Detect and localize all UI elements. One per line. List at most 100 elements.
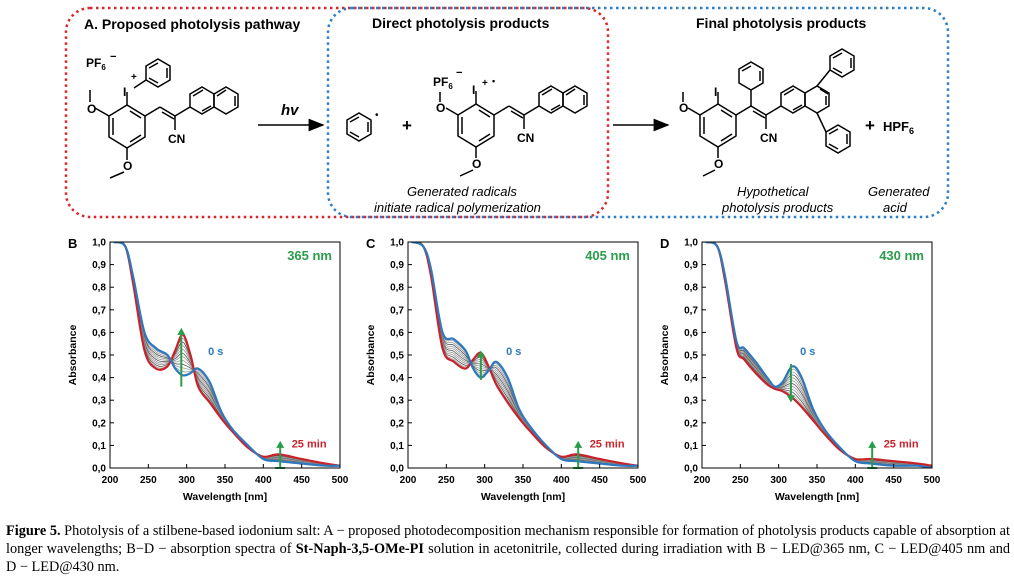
blue-dotted-box bbox=[326, 6, 950, 219]
change-arrow-head bbox=[476, 350, 485, 358]
plus-sign-2: + bbox=[865, 116, 875, 135]
y-tick-label: 0,1 bbox=[92, 441, 106, 452]
x-tick-label: 400 bbox=[847, 475, 864, 486]
methoxy-o-bottom-2: O bbox=[472, 157, 481, 171]
y-tick-label: 0,5 bbox=[92, 351, 106, 362]
intermediate-spectrum bbox=[113, 242, 340, 467]
cation-radical-dot: • bbox=[492, 76, 495, 86]
methoxy-o-left-3: O bbox=[679, 101, 688, 115]
hv-label: hv bbox=[281, 102, 300, 119]
x-tick-label: 500 bbox=[630, 475, 647, 486]
absorbance-chart-d: D 0,0 0,1 0,2 0,3 0,4 0,5 0,6 0,7 0,8 0,9 1,0 200 250… bbox=[659, 236, 941, 503]
y-axis-label: Absorbance bbox=[67, 325, 79, 386]
intermediate-spectrum bbox=[705, 242, 932, 467]
red-dotted-box bbox=[64, 6, 610, 219]
x-tick-label: 500 bbox=[332, 475, 349, 486]
x-axis-label: Wavelength [nm] bbox=[481, 491, 565, 503]
start-time-label: 0 s bbox=[800, 346, 815, 358]
panel-label: D bbox=[660, 236, 669, 251]
methoxy-o-bottom: O bbox=[123, 159, 132, 173]
y-axis-label: Absorbance bbox=[365, 325, 377, 386]
y-tick-label: 0,5 bbox=[390, 351, 404, 362]
intermediate-spectrum bbox=[411, 242, 638, 467]
x-axis-label: Wavelength [nm] bbox=[183, 491, 267, 503]
iodonium-salt-structure bbox=[89, 58, 239, 179]
hypothetical-note-line-2: photolysis products bbox=[721, 200, 834, 215]
change-arrow-head bbox=[868, 440, 877, 448]
acid-note-line-2: acid bbox=[883, 200, 908, 215]
phenyl-radical-structure bbox=[346, 112, 372, 142]
y-axis-label: Absorbance bbox=[659, 325, 671, 386]
y-tick-label: 0,6 bbox=[684, 328, 698, 339]
start-time-label: 0 s bbox=[506, 346, 521, 358]
change-arrow-head bbox=[574, 440, 583, 448]
figure-label: Figure 5. bbox=[6, 523, 61, 539]
y-tick-label: 0,9 bbox=[92, 260, 106, 271]
y-tick-label: 0,8 bbox=[390, 283, 404, 294]
intermediate-spectrum bbox=[411, 242, 638, 467]
excitation-wavelength-label: 405 nm bbox=[585, 248, 630, 263]
intermediate-spectrum bbox=[411, 242, 638, 467]
excitation-wavelength-label: 430 nm bbox=[879, 248, 924, 263]
nitrile-group: CN bbox=[168, 132, 185, 146]
anion-charge-2: − bbox=[456, 67, 462, 79]
hypothetical-note-line-1: Hypothetical bbox=[737, 184, 810, 199]
end-time-label: 25 min bbox=[292, 439, 327, 451]
plus-sign-1: + bbox=[402, 116, 412, 135]
x-tick-label: 400 bbox=[255, 475, 272, 486]
change-arrow-head bbox=[177, 327, 186, 335]
caption-text-1: Photolysis of a stilbene-based iodonium … bbox=[6, 523, 1010, 557]
y-tick-label: 0,4 bbox=[390, 373, 404, 384]
end-time-label: 25 min bbox=[590, 439, 625, 451]
x-tick-label: 200 bbox=[694, 475, 711, 486]
x-tick-label: 500 bbox=[924, 475, 941, 486]
plot-frame bbox=[109, 241, 341, 469]
change-arrow-head bbox=[276, 440, 285, 448]
y-tick-label: 0,0 bbox=[92, 464, 106, 475]
pf6-anion: PF6 bbox=[86, 56, 106, 72]
spectrum-25-min bbox=[113, 242, 340, 467]
x-tick-label: 200 bbox=[102, 475, 119, 486]
intermediate-spectrum bbox=[113, 242, 340, 467]
panel-label: C bbox=[366, 236, 376, 251]
caption-text-2: solution in acetonitrile, collected duri… bbox=[6, 541, 1011, 575]
plot-frame bbox=[407, 241, 639, 469]
x-tick-label: 350 bbox=[515, 475, 532, 486]
iodonium-charge: + bbox=[131, 72, 137, 83]
x-tick-label: 250 bbox=[140, 475, 157, 486]
y-tick-label: 1,0 bbox=[684, 238, 698, 249]
spectrum-0-s bbox=[113, 242, 340, 467]
x-tick-label: 250 bbox=[438, 475, 455, 486]
y-tick-label: 0,7 bbox=[684, 305, 698, 316]
acid-note-line-1: Generated bbox=[868, 184, 930, 199]
iodine-atom-3: I bbox=[714, 85, 717, 99]
panel-a-title: A. Proposed photolysis pathway bbox=[84, 16, 300, 32]
cation-charge: + bbox=[482, 78, 488, 89]
y-tick-label: 0,2 bbox=[390, 418, 404, 429]
y-tick-label: 1,0 bbox=[390, 238, 404, 249]
y-tick-label: 0,2 bbox=[92, 418, 106, 429]
y-tick-label: 0,3 bbox=[92, 396, 106, 407]
plot-frame bbox=[701, 241, 933, 469]
y-tick-label: 0,2 bbox=[684, 418, 698, 429]
panel-label: B bbox=[68, 236, 77, 251]
x-tick-label: 350 bbox=[217, 475, 234, 486]
x-tick-label: 450 bbox=[885, 475, 902, 486]
iodine-atom-2: I bbox=[472, 83, 475, 97]
intermediate-spectrum bbox=[411, 242, 638, 467]
x-tick-label: 400 bbox=[553, 475, 570, 486]
end-time-label: 25 min bbox=[884, 439, 919, 451]
spectrum-25-min bbox=[411, 242, 638, 467]
y-tick-label: 0,1 bbox=[390, 441, 404, 452]
nitrile-group-3: CN bbox=[760, 131, 777, 145]
absorbance-chart-c: C 0,0 0,1 0,2 0,3 0,4 0,5 0,6 0,7 0,8 0,9 1,0 200 250… bbox=[365, 236, 647, 503]
photolysis-scheme: A. Proposed photolysis pathway Direct ph… bbox=[64, 6, 950, 219]
x-tick-label: 300 bbox=[770, 475, 787, 486]
y-tick-label: 0,4 bbox=[684, 373, 698, 384]
intermediate-spectrum bbox=[411, 242, 638, 467]
x-tick-label: 450 bbox=[293, 475, 310, 486]
final-products-title: Final photolysis products bbox=[696, 15, 867, 31]
x-tick-label: 200 bbox=[400, 475, 417, 486]
methoxy-o-left-2: O bbox=[436, 101, 445, 115]
phenyl-radical-dot: • bbox=[375, 110, 379, 121]
